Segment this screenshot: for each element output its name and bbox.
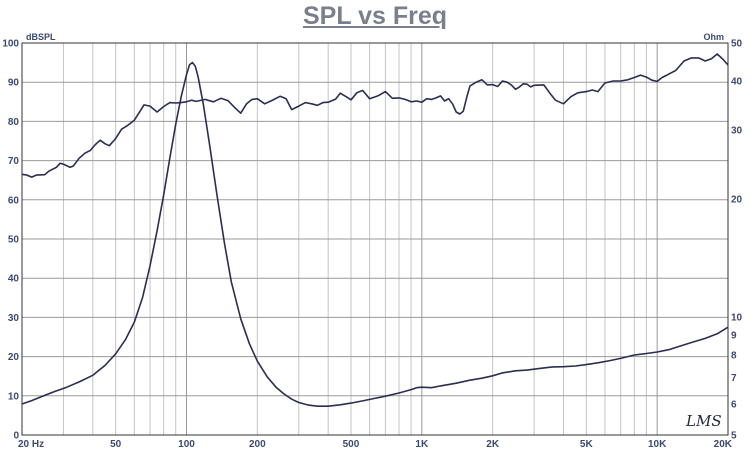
y2-tick-label: 5 [731,431,737,442]
y-tick-label: 30 [8,313,20,324]
y-tick-label: 80 [8,117,20,128]
chart-title: SPL vs Freq [302,2,448,30]
plot-frame [21,42,729,436]
y-tick-label: 60 [8,195,20,206]
x-tick-label: 10K [648,439,667,450]
y-tick-label: 20 [8,352,20,363]
y2-tick-label: 9 [731,330,737,341]
y-tick-label: 90 [8,78,20,89]
x-tick-label: 2K [486,439,500,450]
x-tick-label: 500 [343,439,360,450]
x-tick-label: 20K [714,439,733,450]
y-tick-label: 10 [8,391,20,402]
impedance-line [21,61,729,407]
y2-tick-label: 50 [731,39,743,50]
series-group [21,53,729,407]
y2-tick-label: 10 [731,312,743,323]
y-tick-label: 70 [8,156,20,167]
y-tick-label: 50 [8,235,20,246]
x-tick-label: 50 [110,439,122,450]
x-tick-label: 100 [178,439,195,450]
x-tick-label: 20 Hz [18,439,44,450]
y2-tick-label: 7 [731,373,737,384]
left-axis-unit: dBSPL [26,32,56,42]
y2-tick-label: 30 [731,125,743,136]
y2-tick-label: 6 [731,399,737,410]
grid-lines [22,43,728,435]
x-tick-label: 200 [249,439,266,450]
y2-tick-label: 40 [731,76,743,87]
y-tick-label: 100 [2,39,19,50]
x-tick-label: 5K [580,439,594,450]
spl-line [21,53,729,178]
y2-tick-label: 8 [731,350,737,361]
lms-logo: LMS [685,412,722,430]
tick-labels: 20 Hz 50 100 200 500 1K 2K 5K 10K 20K100908070605… [2,39,742,451]
y-tick-label: 0 [13,431,19,442]
x-tick-label: 1K [415,439,429,450]
right-axis-unit: Ohm [703,32,724,42]
y2-tick-label: 20 [731,194,743,205]
y-tick-label: 40 [8,274,20,285]
